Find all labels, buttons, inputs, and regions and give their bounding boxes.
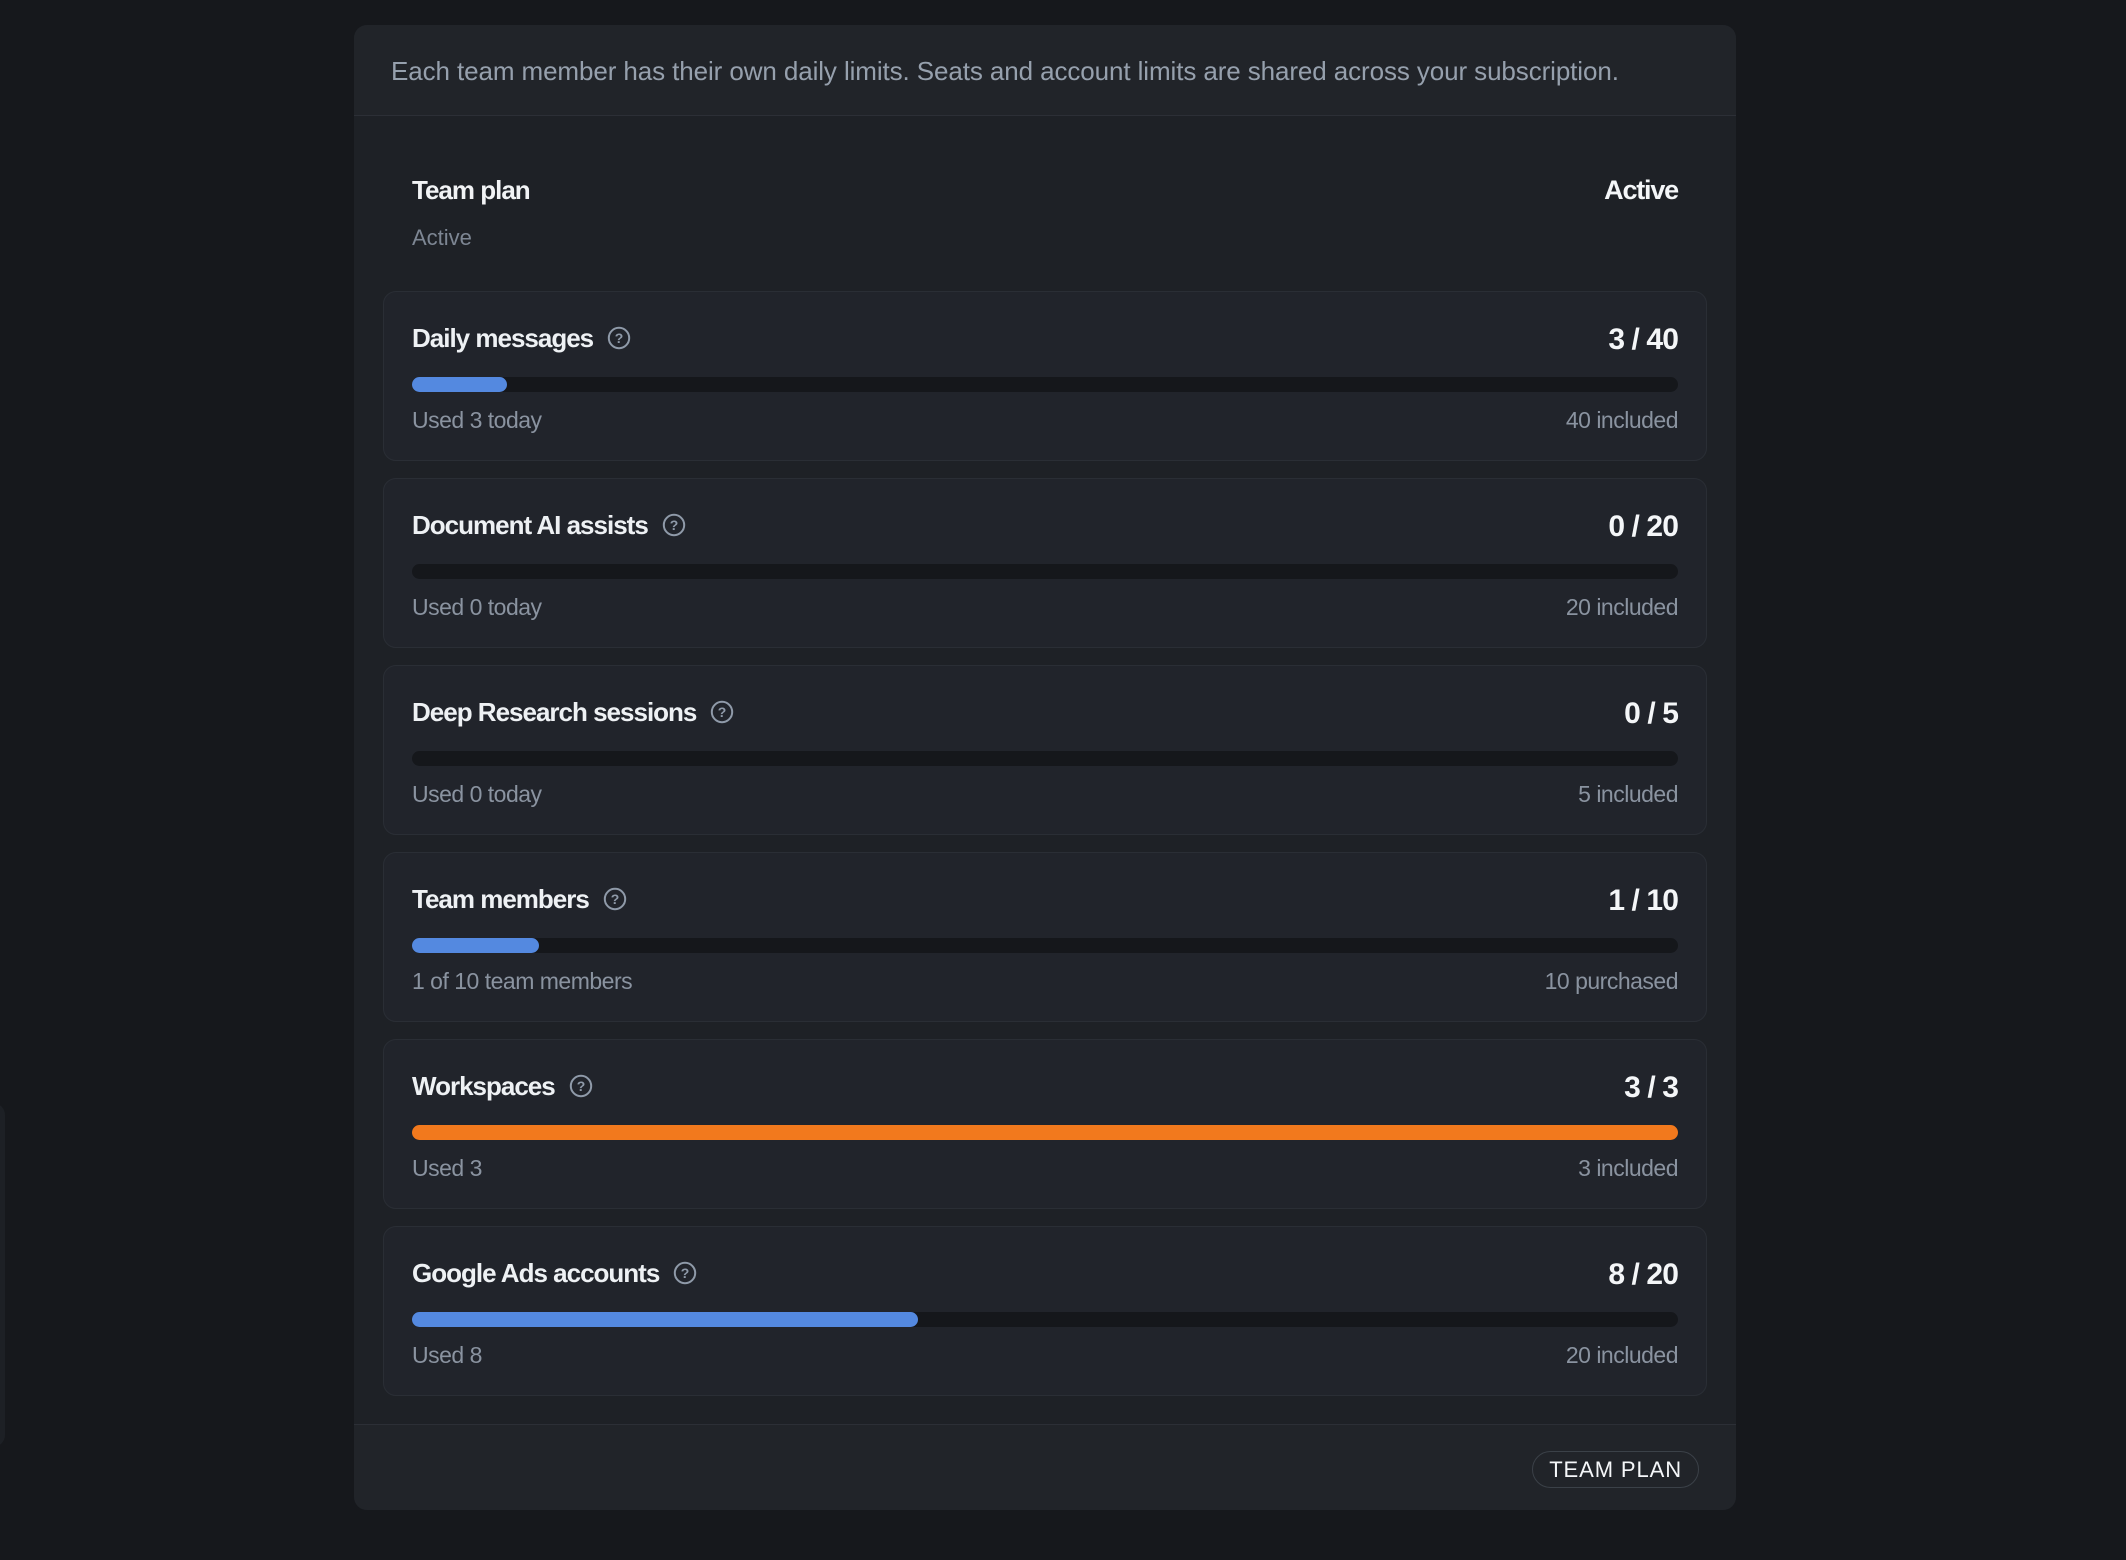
svg-text:?: ? bbox=[670, 517, 679, 533]
svg-text:?: ? bbox=[681, 1265, 690, 1281]
svg-text:?: ? bbox=[576, 1078, 585, 1094]
svg-text:?: ? bbox=[718, 704, 727, 720]
svg-text:?: ? bbox=[615, 330, 624, 346]
svg-text:?: ? bbox=[611, 891, 620, 907]
